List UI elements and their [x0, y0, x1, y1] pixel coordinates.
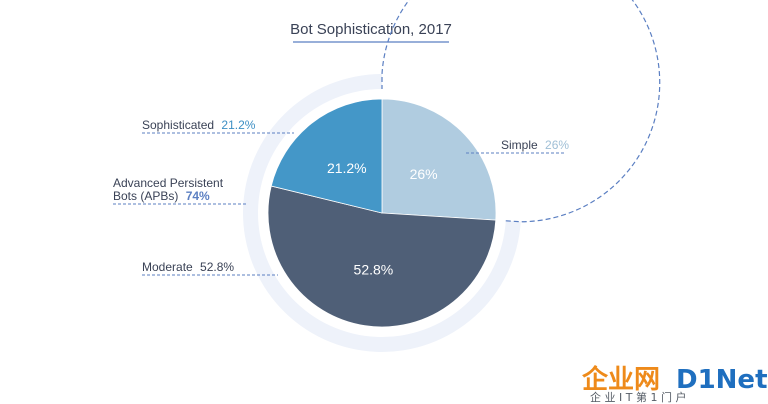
callout-simple-name: Simple	[501, 138, 538, 152]
callout-moderate-value: 52.8%	[200, 260, 234, 274]
watermark-brand-cn: 企业网	[582, 364, 660, 395]
svg-text:Sophisticated 21.2%: Sophisticated 21.2%	[142, 118, 256, 132]
svg-text:Simple 26%: Simple 26%	[501, 138, 569, 152]
callout-simple-value: 26%	[545, 138, 569, 152]
callout-apb-value: 74%	[186, 189, 210, 203]
watermark-tagline: 企 业 I T 第 1 门 户	[590, 390, 686, 404]
slice-label-simple: 26%	[410, 166, 438, 182]
svg-text:Advanced Persistent: Advanced Persistent	[113, 176, 224, 190]
pie-slice-moderate	[267, 185, 497, 328]
svg-text:Moderate 52.8%: Moderate 52.8%	[142, 260, 234, 274]
d1net-watermark: 企业网 D1Net 企 业 I T 第 1 门 户	[582, 364, 768, 404]
callout-sophisticated-name: Sophisticated	[142, 118, 214, 132]
chart-title: Bot Sophistication, 2017	[290, 21, 452, 38]
callout-apb-line1: Advanced Persistent	[113, 176, 224, 190]
callout-apb-line2: Bots (APBs)	[113, 189, 178, 203]
pie-slices	[267, 98, 497, 328]
slice-label-moderate: 52.8%	[354, 261, 394, 277]
svg-text:企业网: 企业网	[582, 364, 660, 395]
pie-slice-labels: 26% 52.8% 21.2%	[327, 160, 438, 277]
slice-label-sophisticated: 21.2%	[327, 160, 367, 176]
watermark-brand-en: D1Net	[676, 365, 768, 395]
svg-text:企 业 I T 第 1 门 户: 企 业 I T 第 1 门 户	[590, 390, 686, 404]
callout-moderate: Moderate 52.8%	[142, 260, 278, 276]
callout-moderate-name: Moderate	[142, 260, 193, 274]
callout-sophisticated: Sophisticated 21.2%	[142, 118, 294, 134]
svg-text:D1Net: D1Net	[676, 365, 768, 395]
svg-text:Bots (APBs) 74%: Bots (APBs) 74%	[113, 189, 210, 203]
pie-slice-sophisticated	[270, 98, 383, 214]
callout-apb: Advanced Persistent Bots (APBs) 74%	[113, 176, 248, 205]
callout-simple: Simple 26%	[466, 138, 569, 154]
pie-slice-simple	[381, 98, 497, 221]
callout-sophisticated-value: 21.2%	[221, 118, 255, 132]
